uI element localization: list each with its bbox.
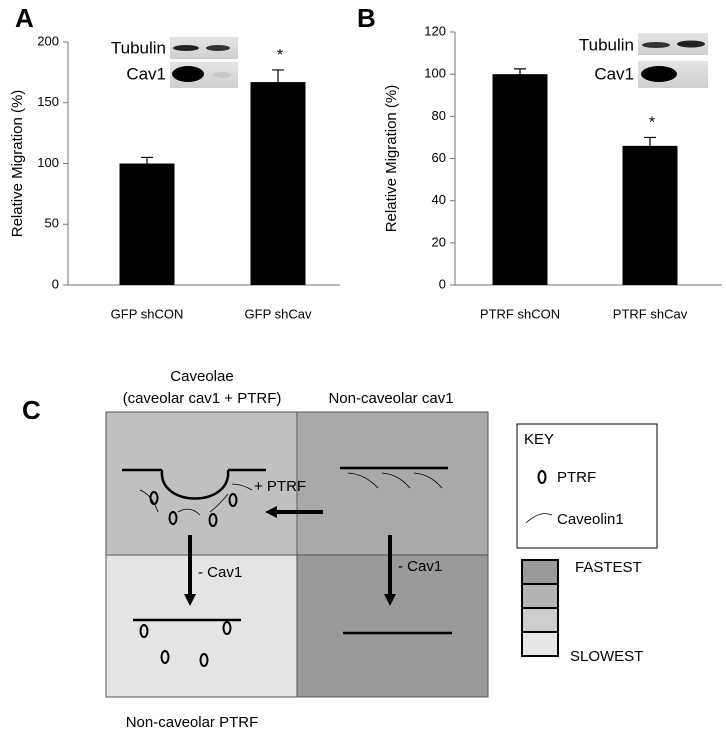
panel-label: C <box>22 395 41 425</box>
key-symbol <box>537 470 547 484</box>
significance-marker: * <box>277 47 283 64</box>
arrowhead <box>384 594 396 606</box>
error-bar <box>272 69 284 83</box>
y-axis-label: Relative Migration (%) <box>383 85 400 233</box>
bar <box>492 74 548 286</box>
diagram: C Caveolae (caveolar cav1 + PTRF) Non-ca… <box>22 368 658 731</box>
quadrant <box>296 411 489 556</box>
key-label: PTRF <box>557 469 596 486</box>
panel-label: A <box>15 3 34 33</box>
y-tick-label: 80 <box>432 108 446 123</box>
quadrant-title: Non-caveolar PTRF <box>126 714 259 731</box>
speed-label: SLOWEST <box>570 648 643 665</box>
arrowhead <box>265 506 277 518</box>
membrane-ptrf <box>133 618 241 667</box>
blot-label: Cav1 <box>126 64 166 83</box>
y-tick-label: 0 <box>439 276 446 291</box>
key-label: Caveolin1 <box>557 511 624 528</box>
y-tick-label: 50 <box>45 216 59 231</box>
y-tick-label: 20 <box>432 234 446 249</box>
quadrant-title: Non-caveolar cav1 <box>328 390 453 407</box>
caveolae-title: Caveolae <box>170 368 233 385</box>
bar <box>250 82 306 285</box>
y-tick-label: 40 <box>432 192 446 207</box>
key-symbol <box>525 513 553 524</box>
key-title: KEY <box>524 431 554 448</box>
blot-label: Tubulin <box>579 35 634 54</box>
y-tick-label: 120 <box>424 23 446 38</box>
y-axis-label: Relative Migration (%) <box>9 90 26 238</box>
bar <box>119 163 175 285</box>
x-tick-label: GFP shCav <box>245 306 312 321</box>
panel-label: B <box>357 3 376 33</box>
error-bar <box>644 136 656 146</box>
arrow-label: - Cav1 <box>398 558 442 575</box>
arrow-label: - Cav1 <box>198 564 242 581</box>
quadrant <box>105 554 298 698</box>
y-tick-label: 100 <box>424 66 446 81</box>
x-tick-label: PTRF shCON <box>480 306 560 321</box>
arrow-label: + PTRF <box>254 478 306 495</box>
speed-swatch <box>521 583 559 609</box>
error-bar <box>514 68 526 75</box>
significance-marker: * <box>649 115 655 132</box>
membrane-cav1 <box>340 466 448 489</box>
x-tick-label: PTRF shCav <box>613 306 688 321</box>
speed-swatch <box>521 559 559 585</box>
blot-b <box>638 33 708 88</box>
blot-a <box>170 37 238 88</box>
speed-swatch <box>521 607 559 633</box>
quadrant <box>105 411 298 556</box>
speed-swatch <box>521 631 559 657</box>
y-tick-label: 0 <box>52 276 59 291</box>
blot-label: Tubulin <box>111 38 166 57</box>
y-tick-label: 200 <box>37 33 59 48</box>
error-bar <box>141 156 153 164</box>
caveola <box>122 468 266 527</box>
y-tick-label: 100 <box>37 155 59 170</box>
speed-label: FASTEST <box>575 559 642 576</box>
blot-label: Cav1 <box>594 64 634 83</box>
caveolae-subtitle: (caveolar cav1 + PTRF) <box>123 390 282 407</box>
y-tick-label: 60 <box>432 150 446 165</box>
x-tick-label: GFP shCON <box>111 306 184 321</box>
key-box <box>516 423 658 549</box>
y-tick-label: 150 <box>37 94 59 109</box>
quadrant <box>296 554 489 698</box>
arrowhead <box>184 594 196 606</box>
bar <box>622 145 678 285</box>
